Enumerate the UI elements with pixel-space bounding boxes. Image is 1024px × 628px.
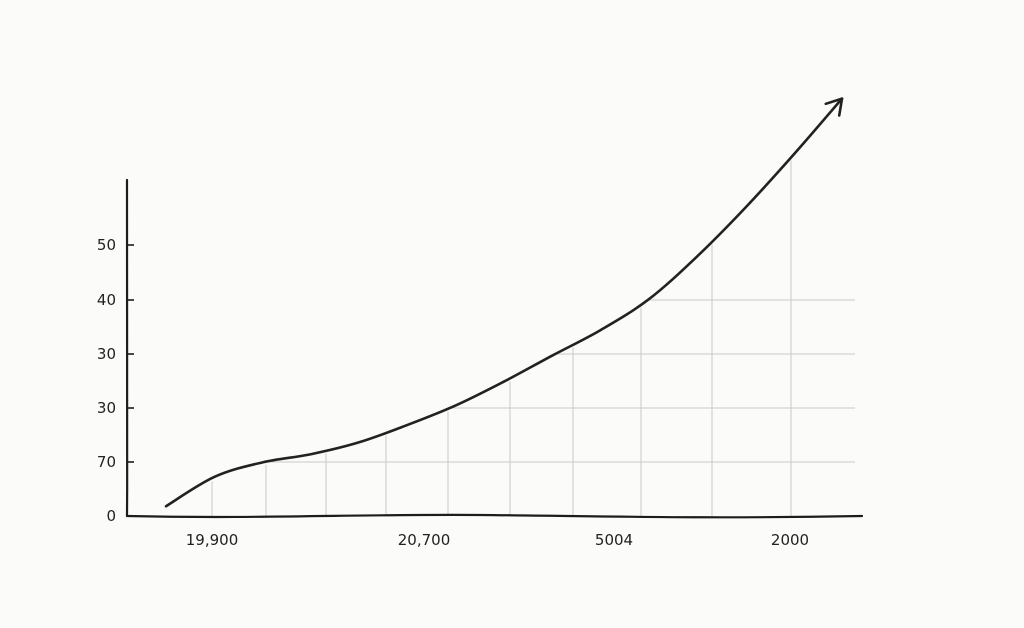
series — [164, 97, 844, 508]
y-tick-label: 0 — [106, 507, 116, 525]
y-tick-label: 50 — [97, 236, 116, 254]
tick-labels: 0 70 30 30 40 50 19,900 20,700 5004 2000 — [97, 236, 809, 549]
y-tick-label: 70 — [97, 453, 116, 471]
x-axis — [125, 513, 864, 519]
x-tick-label: 19,900 — [186, 531, 239, 549]
arrowhead-icon — [824, 97, 844, 117]
grid — [211, 160, 855, 516]
x-tick-label: 5004 — [595, 531, 633, 549]
y-tick-label: 40 — [97, 291, 116, 309]
y-axis — [125, 178, 129, 518]
x-tick-label: 20,700 — [398, 531, 451, 549]
y-tick-label: 30 — [97, 399, 116, 417]
y-tick-label: 30 — [97, 345, 116, 363]
series-line — [164, 97, 844, 508]
axes — [125, 178, 864, 519]
x-tick-label: 2000 — [771, 531, 809, 549]
